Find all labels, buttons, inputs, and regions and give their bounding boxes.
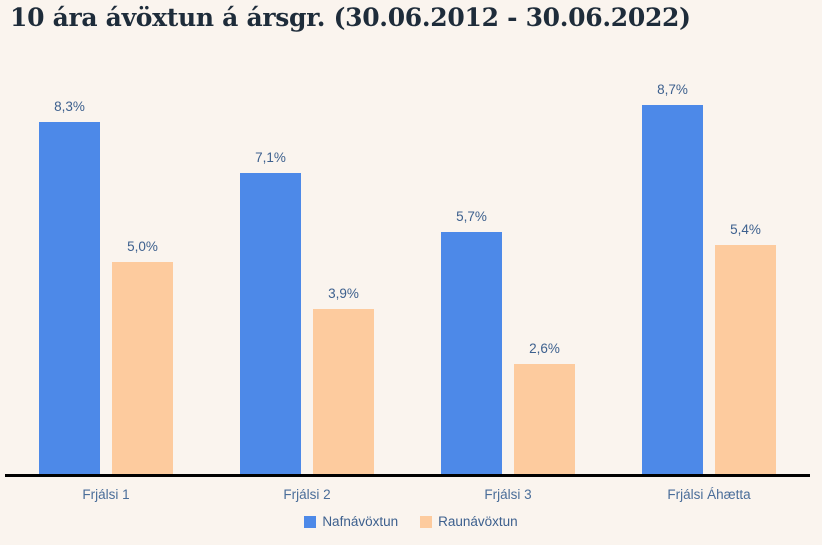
bar-raunavoxtun-frjalsi-1 (112, 262, 173, 474)
bar-raunavoxtun-frjalsi-ahaetta (715, 245, 776, 474)
bar-nafnavoxtun-frjalsi-1 (39, 122, 100, 474)
category-label-frjalsi-ahaetta: Frjálsi Áhætta (667, 487, 751, 502)
legend-marker-nafnavoxtun-icon (304, 515, 317, 528)
value-label-raunavoxtun-frjalsi-ahaetta: 5,4% (730, 222, 761, 237)
category-label-frjalsi-1: Frjálsi 1 (82, 487, 130, 502)
value-label-nafnavoxtun-frjalsi-ahaetta: 8,7% (657, 82, 688, 97)
bar-nafnavoxtun-frjalsi-2 (240, 173, 301, 474)
legend: Nafnávöxtun Raunávöxtun (0, 514, 822, 529)
legend-item-nafnavoxtun: Nafnávöxtun (304, 514, 398, 529)
category-label-frjalsi-3: Frjálsi 3 (484, 487, 532, 502)
x-axis-line (5, 474, 810, 477)
bar-nafnavoxtun-frjalsi-3 (441, 232, 502, 474)
legend-item-raunavoxtun: Raunávöxtun (420, 514, 518, 529)
bar-raunavoxtun-frjalsi-2 (313, 309, 374, 474)
value-label-raunavoxtun-frjalsi-1: 5,0% (127, 239, 158, 254)
legend-label-nafnavoxtun: Nafnávöxtun (322, 514, 399, 529)
value-label-raunavoxtun-frjalsi-3: 2,6% (529, 341, 560, 356)
bar-raunavoxtun-frjalsi-3 (514, 364, 575, 474)
legend-label-raunavoxtun: Raunávöxtun (438, 514, 518, 529)
value-label-nafnavoxtun-frjalsi-1: 8,3% (54, 99, 85, 114)
bar-nafnavoxtun-frjalsi-ahaetta (642, 105, 703, 474)
chart-title: 10 ára ávöxtun á ársgr. (30.06.2012 - 30… (10, 3, 691, 32)
legend-marker-raunavoxtun-icon (420, 515, 433, 528)
value-label-nafnavoxtun-frjalsi-3: 5,7% (456, 209, 487, 224)
value-label-raunavoxtun-frjalsi-2: 3,9% (328, 286, 359, 301)
category-label-frjalsi-2: Frjálsi 2 (283, 487, 331, 502)
value-label-nafnavoxtun-frjalsi-2: 7,1% (255, 150, 286, 165)
